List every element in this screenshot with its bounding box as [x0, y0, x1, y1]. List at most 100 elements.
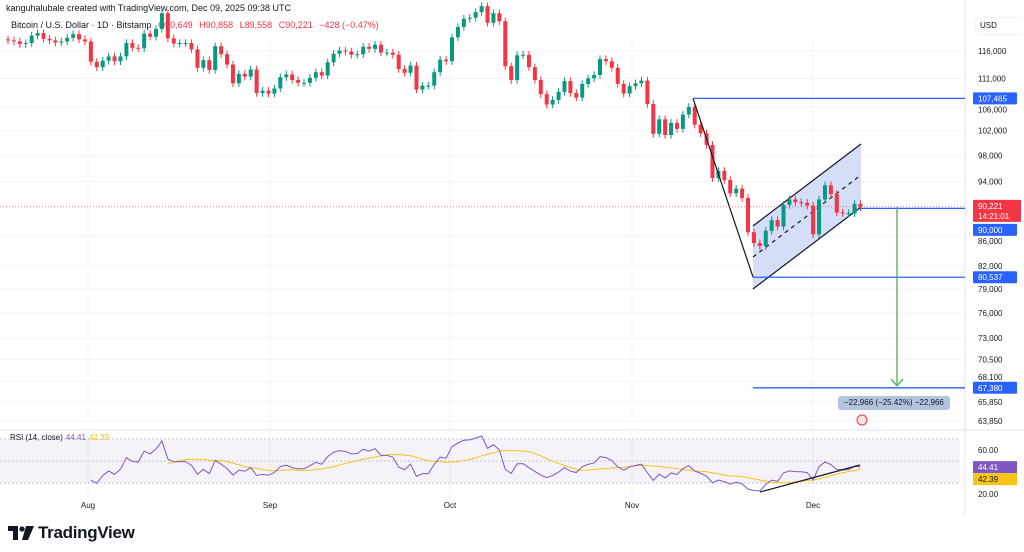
candle-body	[35, 33, 40, 36]
channel-lower-line	[752, 206, 862, 290]
candle-body	[817, 199, 822, 235]
symbol-name[interactable]: Bitcoin / U.S. Dollar · 1D · Bitstamp	[11, 20, 152, 30]
rsi-value-tag-label: 44.41	[978, 463, 999, 472]
candle-body	[769, 220, 774, 231]
candle-body	[698, 124, 703, 134]
candle-body	[349, 51, 354, 55]
candle-body	[521, 54, 526, 56]
candle-body	[822, 185, 827, 200]
y-tick-label: 98,000	[978, 152, 1003, 161]
y-tick-label: 73,000	[978, 334, 1003, 343]
rsi-tick-label: 60.00	[978, 446, 999, 455]
candle-body	[639, 80, 644, 84]
rsi-legend: RSI (14, close) 44.41 42.39	[10, 433, 109, 442]
candle-body	[88, 41, 93, 62]
candle-body	[787, 199, 792, 205]
candle-body	[805, 202, 810, 206]
candle-body	[846, 213, 851, 215]
channel-upper-line	[752, 143, 862, 227]
candle-body	[515, 55, 520, 80]
x-tick-label: Nov	[625, 501, 639, 510]
candle-body	[408, 65, 413, 73]
price-tag-label: 107,465	[978, 94, 1007, 103]
candle-body	[59, 41, 64, 43]
candle-body	[751, 232, 756, 244]
candle-body	[390, 52, 395, 55]
y-tick-label: 79,000	[978, 285, 1003, 294]
price-tag	[973, 92, 1017, 105]
candle-body	[669, 122, 674, 136]
candle-body	[550, 99, 555, 105]
candle-body	[728, 180, 733, 194]
symbol-legend: Bitcoin / U.S. Dollar · 1D · Bitstamp O9…	[11, 20, 383, 30]
candle-body	[503, 21, 508, 67]
ohlc-high: H90,858	[199, 20, 234, 30]
y-tick-label: 102,000	[978, 127, 1007, 136]
candle-body	[136, 47, 141, 49]
candle-body	[544, 94, 549, 105]
rsi-trend-line	[759, 464, 861, 493]
currency-button[interactable]: USD	[976, 18, 1024, 34]
rsi-ma-value: 42.39	[88, 433, 109, 442]
candle-body	[461, 18, 466, 27]
candle-body	[396, 54, 401, 69]
candle-body	[734, 188, 739, 194]
candle-body	[325, 62, 330, 76]
y-tick-label: 116,000	[978, 47, 1007, 56]
candle-body	[112, 56, 117, 62]
candle-body	[171, 38, 176, 44]
candle-body	[497, 13, 502, 22]
ohlc-close: C90,221	[278, 20, 313, 30]
candle-body	[414, 65, 419, 90]
candle-body	[260, 90, 265, 94]
candle-body	[467, 17, 472, 19]
candle-body	[378, 44, 383, 53]
y-tick-label: 111,000	[978, 74, 1006, 83]
candle-body	[858, 203, 863, 207]
us-flag-event-icon	[856, 414, 868, 426]
candle-body	[799, 202, 804, 204]
candle-body	[757, 243, 762, 246]
candle-body	[266, 90, 271, 94]
tradingview-logo: TradingView	[8, 523, 135, 543]
candle-body	[438, 59, 443, 73]
y-tick-label: 68,100	[978, 373, 1003, 382]
candle-body	[556, 91, 561, 100]
candle-body	[313, 72, 318, 78]
ohlc-change: −428 (−0.47%)	[319, 20, 379, 30]
candle-body	[580, 83, 585, 98]
candle-body	[319, 72, 324, 76]
candle-body	[680, 114, 685, 129]
candle-body	[621, 83, 626, 94]
candle-body	[195, 49, 200, 68]
candle-body	[686, 106, 691, 115]
candle-body	[592, 74, 597, 79]
candle-body	[177, 43, 182, 45]
candle-body	[526, 54, 531, 68]
candle-body	[455, 26, 460, 38]
candle-body	[331, 53, 336, 63]
candle-body	[657, 119, 662, 134]
candle-body	[426, 85, 431, 87]
candle-body	[165, 13, 170, 39]
x-tick-label: Aug	[81, 501, 95, 510]
rsi-tick-label: 20.00	[978, 490, 999, 499]
candle-body	[740, 188, 745, 199]
candle-body	[189, 43, 194, 50]
brand-name: TradingView	[38, 523, 135, 542]
candle-body	[41, 33, 46, 39]
price-tag	[973, 381, 1017, 394]
price-tag-label: 80,537	[978, 273, 1003, 282]
rsi-label[interactable]: RSI (14, close)	[10, 433, 63, 442]
candle-body	[248, 69, 253, 77]
candle-body	[284, 74, 289, 78]
candle-body	[479, 6, 484, 13]
candle-body	[17, 41, 22, 45]
y-tick-label: 86,000	[978, 237, 1003, 246]
price-tag-label: 90,000	[978, 226, 1003, 235]
candle-body	[373, 44, 378, 49]
candle-body	[538, 79, 543, 95]
candle-body	[355, 54, 360, 56]
candle-body	[562, 81, 567, 92]
